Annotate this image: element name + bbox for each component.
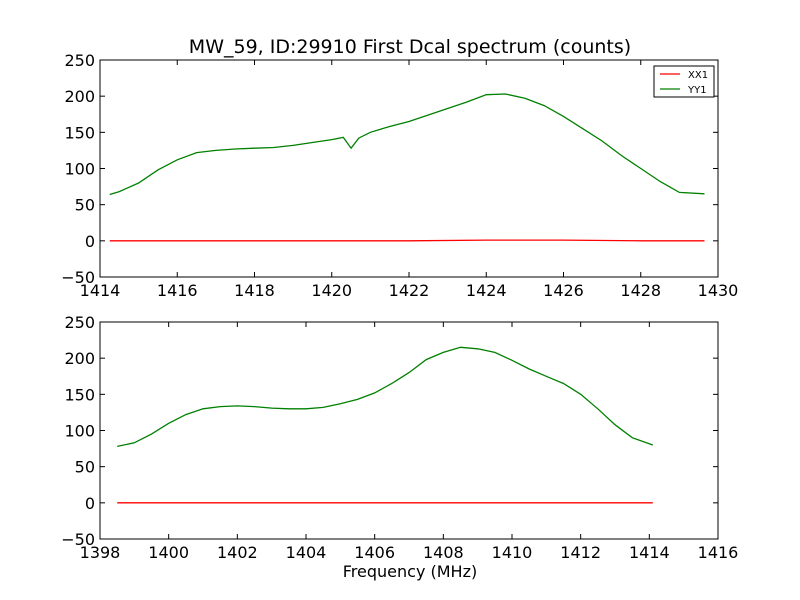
bottom-y-tick-label: 150: [64, 385, 95, 404]
legend-label-xx1: XX1: [688, 70, 708, 81]
top-x-tick-label: 1430: [698, 281, 739, 300]
top-x-tick-label: 1416: [157, 281, 198, 300]
top-x-tick-label: 1414: [80, 281, 121, 300]
top-x-tick-label: 1422: [389, 281, 430, 300]
bottom-y-tick-label: 50: [75, 458, 95, 477]
legend: XX1 YY1: [653, 65, 715, 98]
top-y-tick-label: 0: [85, 232, 95, 251]
bottom-x-tick-label: 1398: [80, 543, 121, 562]
legend-label-yy1: YY1: [687, 85, 707, 96]
top-x-tick-label: 1418: [234, 281, 275, 300]
top-panel: 1414 1416 1418 1420 1422 1424 1426 1428 1430 −50 0…: [61, 51, 738, 300]
bottom-x-tick-label: 1414: [629, 543, 670, 562]
bottom-x-tick-label: 1408: [423, 543, 464, 562]
top-y-tick-label: −50: [61, 268, 95, 287]
bottom-y-tick-label: 250: [64, 313, 95, 332]
top-y-tick-label: 100: [64, 160, 95, 179]
top-y-tick-label: 250: [64, 51, 95, 70]
bottom-axes-frame: [99, 321, 719, 540]
top-x-tick-label: 1424: [466, 281, 507, 300]
top-series-yy1-line: [109, 93, 705, 196]
bottom-x-tick-label: 1410: [492, 543, 533, 562]
bottom-series-yy1-line: [117, 346, 654, 448]
x-axis-label: Frequency (MHz): [343, 562, 477, 581]
bottom-panel: 1398 1400 1402 1404 1406 1408 1410 1412 1414 1416…: [61, 313, 738, 562]
bottom-y-tick-label: 0: [85, 494, 95, 513]
bottom-x-tick-label: 1404: [286, 543, 327, 562]
legend-box: [653, 65, 715, 98]
bottom-x-tick-label: 1412: [560, 543, 601, 562]
top-x-tick-label: 1426: [543, 281, 584, 300]
top-series-xx1-line: [109, 239, 705, 242]
top-y-tick-label: 50: [75, 196, 95, 215]
bottom-y-tick-label: −50: [61, 530, 95, 549]
chart-title: MW_59, ID:29910 First Dcal spectrum (cou…: [189, 36, 631, 58]
bottom-y-tick-label: 200: [64, 349, 95, 368]
top-x-tick-label: 1420: [311, 281, 352, 300]
top-x-tick-label: 1428: [620, 281, 661, 300]
bottom-y-tick-label: 100: [64, 422, 95, 441]
top-y-tick-label: 200: [64, 87, 95, 106]
top-axes-frame: [99, 59, 719, 278]
bottom-x-tick-label: 1400: [148, 543, 189, 562]
bottom-x-tick-label: 1416: [698, 543, 739, 562]
bottom-x-tick-label: 1402: [217, 543, 258, 562]
top-y-tick-label: 150: [64, 123, 95, 142]
bottom-x-tick-label: 1406: [354, 543, 395, 562]
